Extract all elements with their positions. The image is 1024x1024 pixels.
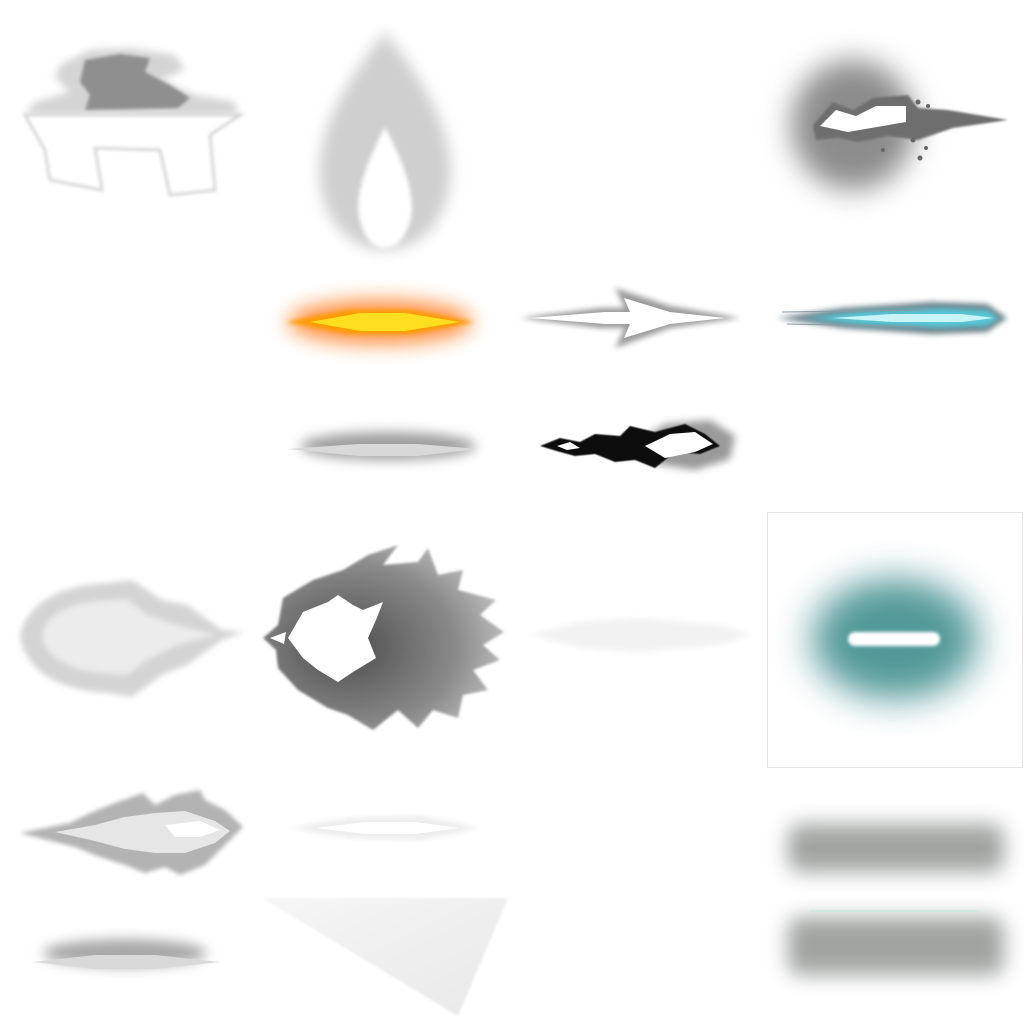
faint-shock-sprite [530, 618, 752, 652]
grey-blur-bar-bottom-sprite [788, 910, 1004, 975]
spiky-burst-sprite [263, 545, 504, 730]
grey-blur-bar-top-sprite [788, 824, 1004, 872]
pale-triangle-sprite [262, 898, 508, 1016]
faded-burst-sprite [20, 580, 244, 697]
faint-lens-sprite [290, 816, 480, 840]
smoke-cloud-burst-sprite [22, 48, 245, 197]
muzzle-flash-right-sprite [791, 60, 1008, 190]
small-lens-streak-sprite [33, 939, 220, 969]
grey-lens-streak-sprite [288, 432, 478, 460]
fire-streak-sprite [285, 300, 475, 344]
dark-flame-jet-sprite [540, 420, 735, 470]
arrow-streak-sprite [520, 288, 740, 348]
cyan-energy-streak-sprite [777, 302, 1007, 334]
teal-glow-bar-sprite [813, 581, 977, 697]
teal-glow-cell [767, 512, 1023, 768]
flame-teardrop-sprite [319, 32, 451, 250]
jagged-flash-left-sprite [20, 790, 243, 875]
